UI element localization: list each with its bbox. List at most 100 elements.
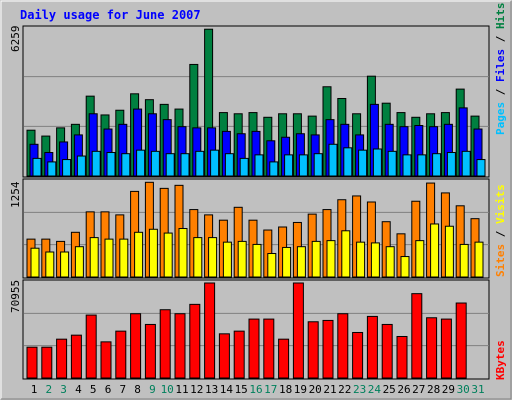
- bar-sites-day-7: [119, 238, 129, 278]
- legend-sites: Sites: [494, 244, 507, 277]
- bar-kbytes-day-11: [174, 313, 186, 379]
- bar-sites-day-17: [267, 253, 277, 278]
- x-tick-label-day-12: 12: [190, 383, 203, 396]
- bar-kbytes-day-29: [440, 318, 452, 379]
- bar-kbytes-day-25: [381, 323, 393, 379]
- visits-panel-max-label: 1254: [9, 181, 22, 208]
- bar-sites-day-27: [415, 240, 425, 278]
- x-tick-label-day-1: 1: [31, 383, 38, 396]
- bar-pages-day-5: [91, 150, 101, 177]
- bar-sites-day-25: [385, 246, 395, 278]
- legend-separator: /: [494, 29, 507, 49]
- bar-kbytes-day-15: [233, 330, 245, 379]
- bar-kbytes-day-26: [396, 335, 408, 379]
- hits-panel-frame: [22, 25, 490, 178]
- bar-sites-day-31: [474, 241, 484, 278]
- bar-pages-day-10: [165, 153, 175, 177]
- bar-pages-day-15: [239, 157, 249, 177]
- bar-sites-day-11: [178, 228, 188, 278]
- bar-pages-day-2: [47, 161, 57, 177]
- bar-pages-day-19: [298, 154, 308, 177]
- bar-kbytes-day-3: [56, 338, 68, 379]
- bar-sites-day-6: [104, 238, 114, 278]
- bar-sites-day-10: [163, 232, 173, 278]
- x-tick-label-day-29: 29: [442, 383, 455, 396]
- bar-pages-day-9: [150, 150, 160, 177]
- kbytes-panel-max-label: 70955: [9, 280, 22, 313]
- bar-pages-day-23: [358, 149, 368, 177]
- bar-kbytes-day-20: [307, 321, 319, 379]
- x-tick-label-day-28: 28: [427, 383, 440, 396]
- bar-kbytes-day-23: [352, 331, 364, 379]
- x-tick-label-day-11: 11: [175, 383, 188, 396]
- x-tick-label-day-22: 22: [338, 383, 351, 396]
- kbytes-panel-frame: [22, 279, 490, 380]
- bar-kbytes-day-6: [100, 341, 112, 379]
- bar-sites-day-3: [60, 251, 70, 278]
- bar-sites-day-5: [89, 237, 99, 278]
- x-tick-label-day-5: 5: [90, 383, 97, 396]
- x-tick-label-day-20: 20: [309, 383, 322, 396]
- legend-visits: Visits: [494, 184, 507, 224]
- bars: [26, 28, 486, 379]
- bar-sites-day-28: [430, 223, 440, 278]
- bar-sites-day-30: [459, 243, 469, 278]
- bar-kbytes-day-17: [263, 318, 275, 379]
- x-tick-label-day-9: 9: [149, 383, 156, 396]
- bar-kbytes-day-14: [218, 333, 230, 379]
- bar-pages-day-18: [284, 154, 294, 177]
- x-tick-label-day-26: 26: [397, 383, 410, 396]
- panel-frames: [22, 25, 490, 380]
- bar-sites-day-22: [341, 230, 351, 278]
- bar-sites-day-21: [326, 240, 336, 278]
- bar-pages-day-28: [432, 153, 442, 177]
- bar-kbytes-day-10: [159, 309, 171, 379]
- bar-sites-day-24: [370, 242, 380, 278]
- bar-sites-day-14: [222, 241, 232, 278]
- bar-kbytes-day-2: [41, 346, 53, 379]
- bar-pages-day-27: [417, 154, 427, 177]
- bar-kbytes-day-1: [26, 346, 38, 379]
- bar-sites-day-8: [134, 231, 144, 278]
- bar-sites-day-12: [193, 237, 203, 278]
- visits-panel-legend: Sites / Visits: [494, 184, 507, 277]
- bar-kbytes-day-18: [278, 338, 290, 379]
- bar-sites-day-2: [45, 251, 55, 278]
- bar-sites-day-20: [311, 240, 321, 278]
- x-tick-label-day-3: 3: [60, 383, 67, 396]
- hits-panel-max-label: 6259: [9, 26, 22, 53]
- bar-kbytes-day-27: [411, 293, 423, 379]
- bar-pages-day-4: [76, 155, 86, 177]
- x-tick-label-day-7: 7: [119, 383, 126, 396]
- bar-kbytes-day-30: [455, 302, 467, 379]
- bar-pages-day-11: [180, 153, 190, 177]
- bar-kbytes-day-9: [144, 323, 156, 379]
- x-tick-label-day-25: 25: [383, 383, 396, 396]
- hits-panel-legend: Pages / Files / Hits: [494, 3, 507, 136]
- bar-pages-day-29: [446, 152, 456, 177]
- bar-kbytes-day-12: [189, 303, 201, 379]
- bar-pages-day-16: [254, 154, 264, 177]
- bar-sites-day-9: [148, 228, 158, 278]
- bar-pages-day-13: [210, 149, 220, 177]
- bar-sites-day-16: [252, 243, 262, 278]
- x-tick-label-day-4: 4: [75, 383, 82, 396]
- legend-pages: Pages: [494, 102, 507, 135]
- bar-kbytes-day-7: [115, 330, 127, 379]
- bar-pages-day-7: [121, 153, 131, 177]
- bar-kbytes-day-24: [366, 315, 378, 379]
- bar-pages-day-30: [461, 150, 471, 177]
- x-tick-label-day-10: 10: [161, 383, 174, 396]
- bar-sites-day-19: [296, 246, 306, 278]
- bar-pages-day-22: [343, 147, 353, 177]
- legend-files: Files: [494, 49, 507, 82]
- x-tick-label-day-31: 31: [471, 383, 484, 396]
- bar-sites-day-18: [282, 246, 292, 278]
- x-tick-label-day-23: 23: [353, 383, 366, 396]
- bar-kbytes-day-4: [70, 334, 82, 379]
- bar-kbytes-day-22: [337, 313, 349, 379]
- x-tick-label-day-2: 2: [45, 383, 52, 396]
- x-tick-label-day-8: 8: [134, 383, 141, 396]
